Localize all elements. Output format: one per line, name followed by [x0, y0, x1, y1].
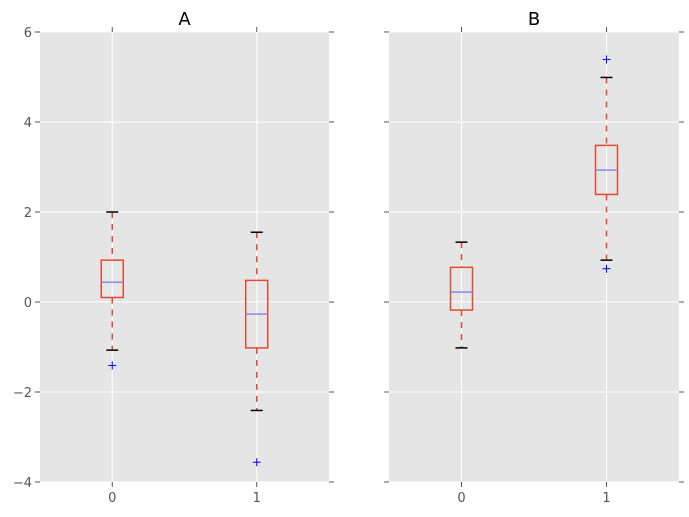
subplot-b: 0 1 B: [384, 9, 684, 506]
plot-area: [389, 32, 679, 482]
outlier-marker: [602, 55, 611, 64]
y-tick-label: 4: [24, 116, 32, 131]
y-tick-label: 0: [24, 296, 32, 311]
plot-area: [40, 32, 329, 482]
x-tick-label: 0: [457, 491, 465, 506]
y-tick-label: 6: [24, 26, 32, 41]
outlier-marker: [252, 458, 261, 467]
y-tick-label: −4: [13, 476, 32, 491]
outlier-marker: [602, 264, 611, 273]
box-0: [100, 211, 124, 370]
x-tick-label: 1: [253, 491, 261, 506]
outlier-marker: [108, 361, 117, 370]
subplot-title: A: [178, 9, 191, 30]
x-tick-label: 1: [602, 491, 610, 506]
box-iqr: [449, 266, 474, 311]
box-0: [449, 241, 474, 349]
y-tick-label: −2: [13, 386, 32, 401]
box-iqr: [100, 259, 124, 299]
subplot-a: −4 −2 0 2 4 6 0 1 A: [13, 9, 334, 506]
subplot-title: B: [528, 9, 540, 30]
box-1: [594, 55, 619, 273]
box-1: [245, 231, 269, 467]
x-tick-label: 0: [108, 491, 116, 506]
y-tick-label: 2: [24, 206, 32, 221]
